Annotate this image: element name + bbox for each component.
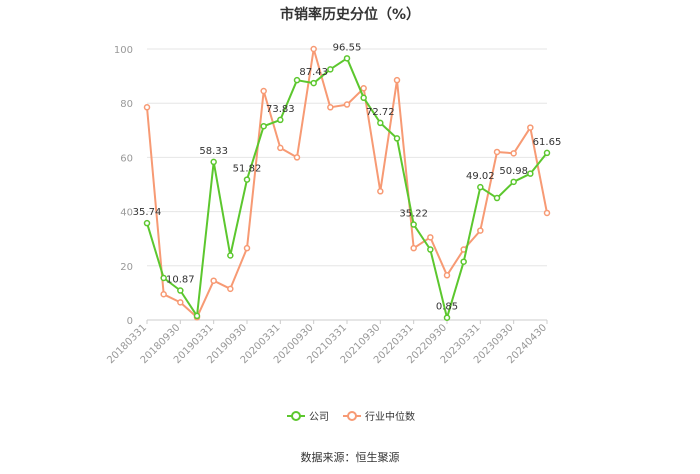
series-1-point[interactable] [243,244,251,252]
data-label: 72.72 [366,107,395,118]
x-axis: 2018033120180930201903312019093020200331… [105,319,549,366]
data-label: 35.22 [399,209,428,220]
chart-title: 市销率历史分位（%） [280,6,420,23]
series-1-point[interactable] [377,188,384,195]
series-1-point[interactable] [177,299,184,306]
y-tick-label: 100 [114,45,133,56]
series-0-point[interactable] [443,314,451,321]
legend-company-label: 公司 [309,412,329,423]
series-1-point[interactable] [427,234,434,241]
y-tick-label: 0 [127,316,133,327]
series-1-point[interactable] [160,291,167,298]
legend-industry-marker [347,411,357,421]
series-0-point[interactable] [293,76,301,84]
series-0-point[interactable] [210,158,217,166]
series-0-point[interactable] [460,258,467,265]
series-1-point[interactable] [493,148,501,156]
y-tick-label: 60 [120,153,133,164]
data-label: 87.43 [299,67,328,78]
series-0-point[interactable] [177,287,184,294]
series-line-0 [146,57,548,319]
series-1-point[interactable] [360,85,367,92]
data-label: 35.74 [133,207,162,218]
series-0-point[interactable] [277,116,284,124]
series-0-point[interactable] [527,170,534,177]
y-tick-label: 40 [120,208,133,219]
series-0-point[interactable] [377,119,384,127]
y-tick-label: 20 [120,262,133,273]
series-1-point[interactable] [227,285,234,293]
legend-item-company[interactable]: 公司 [287,411,329,423]
series-1-point[interactable] [143,104,151,111]
data-label: 58.33 [199,146,228,157]
series-0-point[interactable] [493,194,501,202]
legend-company-marker [291,411,301,421]
data-label: 96.55 [333,42,362,53]
data-label: 61.65 [533,137,562,148]
series-0-point[interactable] [143,219,151,227]
series-1-point[interactable] [510,150,517,157]
series-0-point[interactable] [160,274,167,282]
series-1-point[interactable] [477,227,484,234]
series-1-point[interactable] [527,124,534,131]
data-label: 51.82 [233,164,262,175]
series-1-point[interactable] [210,277,217,284]
data-label: 10.87 [166,275,195,286]
series-0-point[interactable] [327,66,334,73]
y-tick-label: 80 [120,99,133,110]
series-0-point[interactable] [510,178,517,186]
series-0-point[interactable] [393,135,401,142]
series-line-1 [146,48,548,319]
series-0-point[interactable] [427,246,434,253]
legend-item-industry-median[interactable]: 行业中位数 [343,410,415,423]
data-label: 0.85 [436,302,458,313]
data-labels: 35.74 10.87 58.33 51.82 73.83 87.43 96.55 72.72… [133,42,562,312]
series-1-point[interactable] [443,272,451,279]
series-0-point[interactable] [193,312,201,320]
y-axis: 0 20 40 60 80 100 [114,45,133,327]
series-0-point[interactable] [227,252,234,259]
series-1-point[interactable] [343,101,351,108]
series-0-point[interactable] [310,79,317,87]
series-0-point[interactable] [343,55,351,62]
series-0-point[interactable] [243,176,251,183]
series-1-point[interactable] [260,87,267,95]
data-label: 73.83 [266,104,295,115]
series-1-point[interactable] [410,244,417,252]
series-0-point[interactable] [260,122,267,130]
series-0-point[interactable] [410,221,417,228]
series-1-point[interactable] [293,154,301,161]
series-1-point[interactable] [277,144,284,152]
series-0-point[interactable] [477,183,484,191]
grid [147,48,547,321]
legend-industry-label: 行业中位数 [365,410,415,423]
data-label: 49.02 [466,171,495,182]
series-1-point[interactable] [393,76,401,84]
series-group [143,45,551,321]
series-1-point[interactable] [543,209,551,217]
series-0-point[interactable] [543,149,551,157]
series-1-point[interactable] [310,45,317,53]
series-0-point[interactable] [360,94,367,102]
legend[interactable]: 公司 行业中位数 [287,410,415,423]
data-label: 50.98 [499,166,528,177]
source-note: 数据来源：恒生聚源 [301,450,400,464]
series-1-point[interactable] [327,104,334,111]
